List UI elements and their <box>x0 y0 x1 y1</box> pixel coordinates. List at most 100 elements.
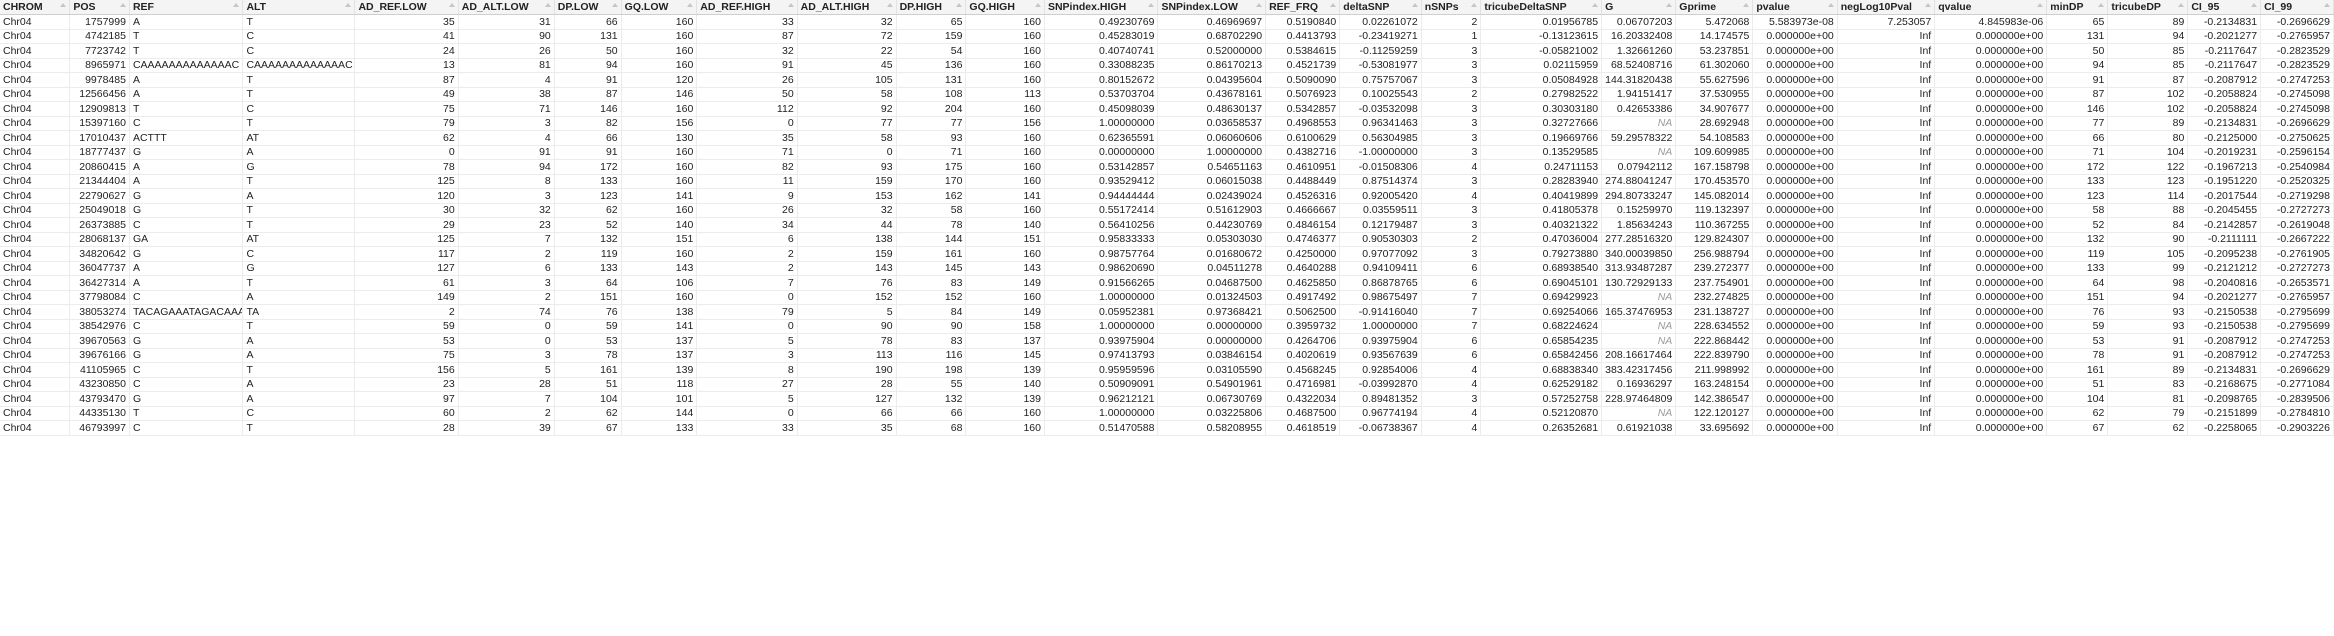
sort-arrow-icon[interactable] <box>1411 3 1418 7</box>
column-header-alt[interactable]: ALT <box>242 0 356 15</box>
column-header-snpindex-low[interactable]: SNPindex.LOW <box>1157 0 1267 15</box>
cell-ci-95: -0.2058824 <box>2187 87 2262 102</box>
column-header-ci-95[interactable]: CI_95 <box>2187 0 2262 15</box>
cell-pvalue: 0.000000e+00 <box>1752 333 1838 349</box>
column-header-ad-alt-high[interactable]: AD_ALT.HIGH <box>797 0 897 15</box>
column-header-pvalue[interactable]: pvalue <box>1752 0 1838 15</box>
cell-deltasnp: 0.03559511 <box>1339 203 1422 218</box>
cell-ci-99: -0.2765957 <box>2260 29 2334 44</box>
cell-g: NA <box>1601 116 1677 131</box>
column-header-dp-low[interactable]: DP.LOW <box>554 0 622 15</box>
cell-gprime: 119.132397 <box>1675 203 1754 218</box>
column-header-gq-high[interactable]: GQ.HIGH <box>965 0 1045 15</box>
column-header-gprime[interactable]: Gprime <box>1675 0 1754 15</box>
sort-arrow-icon[interactable] <box>687 3 694 7</box>
sort-arrow-icon[interactable] <box>60 3 67 7</box>
column-header-nsnps[interactable]: nSNPs <box>1421 0 1482 15</box>
sort-arrow-icon[interactable] <box>1666 3 1673 7</box>
cell-ad-ref-high: 11 <box>696 174 798 189</box>
column-header-gq-low[interactable]: GQ.LOW <box>621 0 698 15</box>
cell-snpindex-high: 0.53142857 <box>1044 159 1159 175</box>
cell-ad-ref-low: 156 <box>354 362 459 378</box>
sort-arrow-icon[interactable] <box>956 3 963 7</box>
column-header-snpindex-high[interactable]: SNPindex.HIGH <box>1044 0 1159 15</box>
cell-ref: A <box>129 14 244 30</box>
cell-nsnps: 6 <box>1421 333 1482 349</box>
sort-arrow-icon[interactable] <box>2324 3 2330 7</box>
sort-arrow-icon[interactable] <box>544 3 551 7</box>
sort-arrow-icon[interactable] <box>886 3 893 7</box>
cell-ci-95: -0.2021277 <box>2187 290 2262 305</box>
cell-pvalue: 5.583973e-08 <box>1752 14 1838 30</box>
cell-gq-low: 118 <box>621 377 698 392</box>
cell-ad-alt-high: 153 <box>797 188 897 204</box>
sort-arrow-icon[interactable] <box>1743 3 1750 7</box>
cell-gprime: 167.158798 <box>1675 159 1754 175</box>
column-header-label: AD_REF.LOW <box>358 1 427 13</box>
column-header-pos[interactable]: POS <box>69 0 130 15</box>
sort-arrow-icon[interactable] <box>345 3 352 7</box>
column-header-deltasnp[interactable]: deltaSNP <box>1339 0 1422 15</box>
cell-g: 383.42317456 <box>1601 362 1677 378</box>
sort-arrow-icon[interactable] <box>1471 3 1478 7</box>
cell-snpindex-high: 0.45283019 <box>1044 29 1159 44</box>
column-header-mindp[interactable]: minDP <box>2046 0 2109 15</box>
sort-arrow-icon[interactable] <box>787 3 794 7</box>
column-header-dp-high[interactable]: DP.HIGH <box>896 0 967 15</box>
sort-arrow-icon[interactable] <box>2098 3 2105 7</box>
sort-arrow-icon[interactable] <box>2251 3 2258 7</box>
cell-dp-low: 53 <box>554 333 622 349</box>
column-header-ad-ref-low[interactable]: AD_REF.LOW <box>354 0 459 15</box>
cell-ad-alt-high: 45 <box>797 58 897 73</box>
column-header-tricubedeltasnp[interactable]: tricubeDeltaSNP <box>1480 0 1603 15</box>
cell-ad-alt-low: 2 <box>458 246 555 262</box>
cell-gq-low: 160 <box>621 174 698 189</box>
cell-snpindex-low: 0.06015038 <box>1157 174 1267 189</box>
sort-arrow-icon[interactable] <box>1148 3 1155 7</box>
sort-arrow-icon[interactable] <box>1256 3 1263 7</box>
cell-gprime: 170.453570 <box>1675 174 1754 189</box>
cell-tricubedeltasnp: 0.52120870 <box>1480 406 1603 421</box>
sort-arrow-icon[interactable] <box>1330 3 1337 7</box>
cell-ref: C <box>129 377 244 392</box>
sort-arrow-icon[interactable] <box>611 3 618 7</box>
sort-arrow-icon[interactable] <box>119 3 126 7</box>
column-header-ad-ref-high[interactable]: AD_REF.HIGH <box>696 0 798 15</box>
cell-tricubedp: 89 <box>2107 116 2189 131</box>
column-header-neglog10pval[interactable]: negLog10Pval <box>1837 0 1936 15</box>
column-header-ref[interactable]: REF <box>129 0 244 15</box>
cell-gprime: 232.274825 <box>1675 290 1754 305</box>
cell-alt: T <box>242 319 356 334</box>
column-header-ci-99[interactable]: CI_99 <box>2260 0 2334 15</box>
cell-deltasnp: -0.91416040 <box>1339 304 1422 320</box>
column-header-ad-alt-low[interactable]: AD_ALT.LOW <box>458 0 555 15</box>
cell-tricubedp: 91 <box>2107 333 2189 349</box>
cell-chrom: Chr04 <box>0 188 71 204</box>
sort-arrow-icon[interactable] <box>2037 3 2044 7</box>
column-header-chrom[interactable]: CHROM <box>0 0 71 15</box>
cell-ref: A <box>129 174 244 189</box>
sort-arrow-icon[interactable] <box>1925 3 1932 7</box>
cell-pvalue: 0.000000e+00 <box>1752 406 1838 421</box>
cell-nsnps: 3 <box>1421 116 1482 131</box>
cell-ref-frq: 0.4625850 <box>1265 275 1341 291</box>
column-header-tricubedp[interactable]: tricubeDP <box>2107 0 2189 15</box>
cell-chrom: Chr04 <box>0 159 71 175</box>
sort-arrow-icon[interactable] <box>448 3 455 7</box>
cell-ad-ref-low: 41 <box>354 29 459 44</box>
cell-pos: 18777437 <box>69 145 130 160</box>
sort-arrow-icon[interactable] <box>1034 3 1041 7</box>
column-header-label: REF_FRQ <box>1269 1 1319 13</box>
column-header-g[interactable]: G <box>1601 0 1677 15</box>
sort-arrow-icon[interactable] <box>2178 3 2185 7</box>
sort-arrow-icon[interactable] <box>233 3 240 7</box>
cell-snpindex-low: 0.02439024 <box>1157 188 1267 204</box>
cell-nsnps: 6 <box>1421 275 1482 291</box>
column-header-qvalue[interactable]: qvalue <box>1934 0 2048 15</box>
cell-tricubedp: 62 <box>2107 420 2189 436</box>
cell-chrom: Chr04 <box>0 87 71 102</box>
sort-arrow-icon[interactable] <box>1827 3 1834 7</box>
column-header-ref-frq[interactable]: REF_FRQ <box>1265 0 1341 15</box>
sort-arrow-icon[interactable] <box>1592 3 1599 7</box>
cell-nsnps: 2 <box>1421 87 1482 102</box>
